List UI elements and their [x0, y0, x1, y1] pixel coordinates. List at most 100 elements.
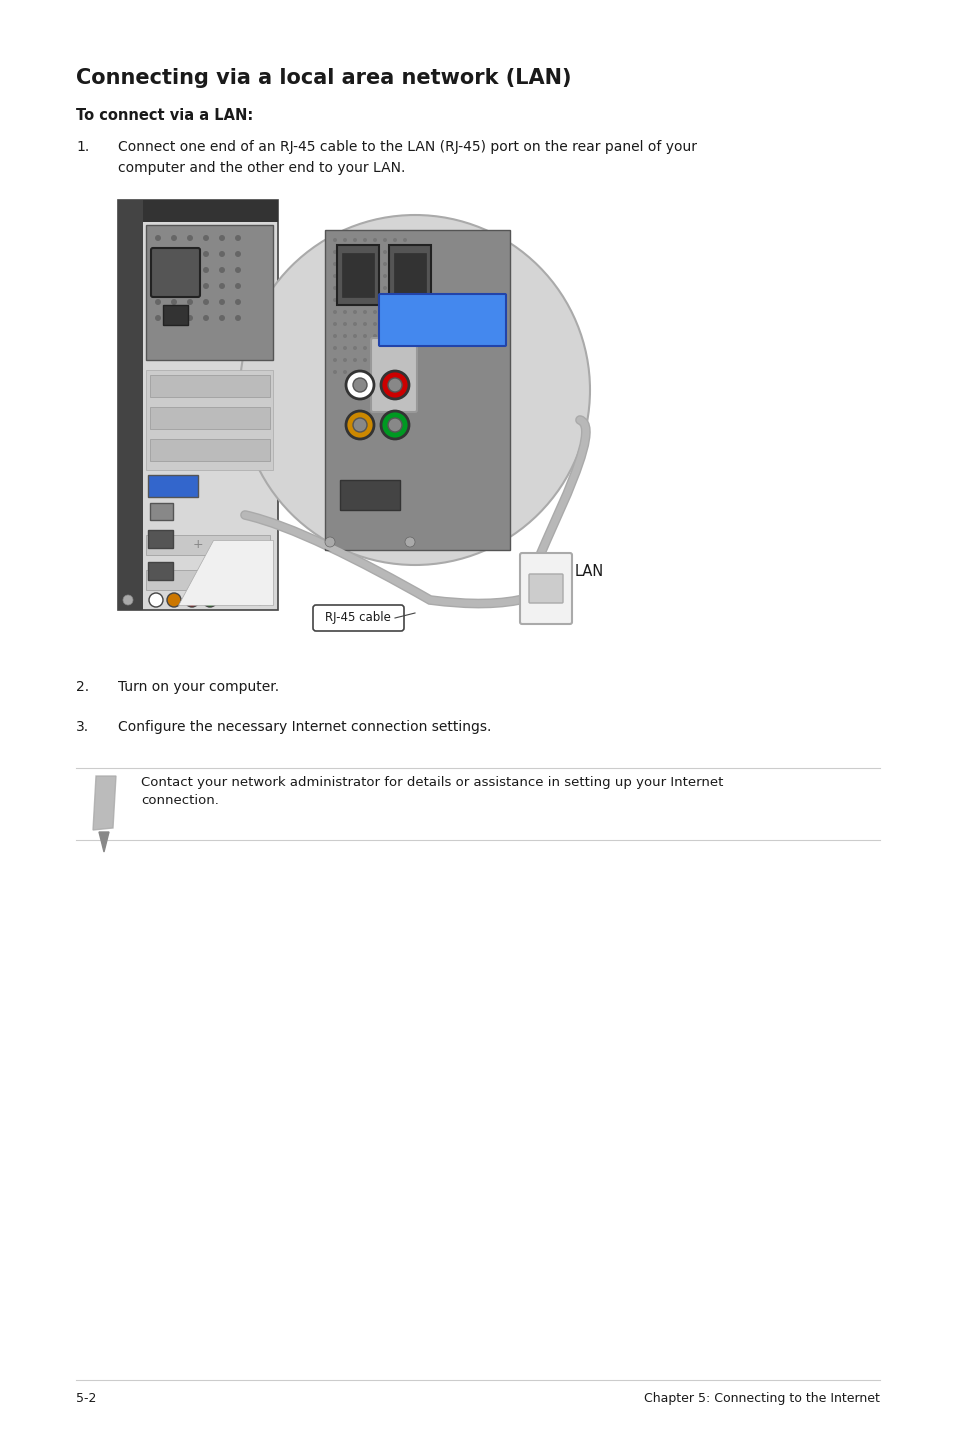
Circle shape: [402, 322, 407, 326]
Circle shape: [353, 298, 356, 302]
Circle shape: [382, 347, 387, 349]
Circle shape: [382, 286, 387, 290]
FancyBboxPatch shape: [529, 574, 562, 603]
Circle shape: [219, 267, 225, 273]
Circle shape: [402, 275, 407, 278]
Circle shape: [203, 252, 209, 257]
Circle shape: [382, 250, 387, 255]
Circle shape: [343, 286, 347, 290]
FancyBboxPatch shape: [325, 230, 510, 549]
Circle shape: [363, 262, 367, 266]
Circle shape: [185, 592, 199, 607]
Circle shape: [154, 283, 161, 289]
Text: Connect one end of an RJ-45 cable to the LAN (RJ-45) port on the rear panel of y: Connect one end of an RJ-45 cable to the…: [118, 139, 697, 174]
FancyBboxPatch shape: [339, 480, 399, 510]
Circle shape: [363, 298, 367, 302]
Circle shape: [402, 358, 407, 362]
Circle shape: [402, 262, 407, 266]
Circle shape: [363, 275, 367, 278]
FancyBboxPatch shape: [371, 338, 416, 413]
Circle shape: [333, 262, 336, 266]
Circle shape: [353, 275, 356, 278]
FancyBboxPatch shape: [118, 200, 277, 610]
Circle shape: [382, 298, 387, 302]
Circle shape: [402, 298, 407, 302]
Circle shape: [405, 536, 415, 546]
Circle shape: [373, 370, 376, 374]
Circle shape: [393, 334, 396, 338]
Circle shape: [363, 250, 367, 255]
FancyBboxPatch shape: [150, 407, 270, 429]
Circle shape: [343, 322, 347, 326]
Text: 5-2: 5-2: [76, 1392, 96, 1405]
Circle shape: [343, 358, 347, 362]
Circle shape: [154, 299, 161, 305]
Circle shape: [393, 275, 396, 278]
Circle shape: [382, 334, 387, 338]
Circle shape: [402, 286, 407, 290]
Circle shape: [380, 371, 409, 398]
Circle shape: [219, 299, 225, 305]
Circle shape: [325, 536, 335, 546]
Circle shape: [123, 595, 132, 605]
Circle shape: [219, 234, 225, 242]
Circle shape: [343, 347, 347, 349]
Circle shape: [234, 267, 241, 273]
Circle shape: [363, 347, 367, 349]
Circle shape: [353, 370, 356, 374]
Circle shape: [234, 315, 241, 321]
Circle shape: [393, 370, 396, 374]
Circle shape: [353, 250, 356, 255]
Text: +: +: [193, 574, 203, 587]
Circle shape: [171, 315, 177, 321]
FancyBboxPatch shape: [394, 253, 426, 298]
Circle shape: [363, 334, 367, 338]
Circle shape: [333, 286, 336, 290]
Circle shape: [353, 239, 356, 242]
Circle shape: [254, 595, 265, 605]
Circle shape: [187, 283, 193, 289]
FancyBboxPatch shape: [150, 439, 270, 462]
Circle shape: [353, 358, 356, 362]
Circle shape: [187, 299, 193, 305]
Circle shape: [333, 239, 336, 242]
Circle shape: [203, 299, 209, 305]
Circle shape: [373, 250, 376, 255]
Text: Contact your network administrator for details or assistance in setting up your : Contact your network administrator for d…: [141, 777, 722, 808]
Circle shape: [388, 378, 401, 393]
Circle shape: [333, 347, 336, 349]
Circle shape: [333, 311, 336, 313]
Circle shape: [373, 275, 376, 278]
Circle shape: [393, 347, 396, 349]
FancyBboxPatch shape: [150, 503, 172, 521]
FancyBboxPatch shape: [146, 535, 270, 555]
Circle shape: [203, 283, 209, 289]
Circle shape: [388, 418, 401, 431]
Circle shape: [373, 322, 376, 326]
Circle shape: [333, 275, 336, 278]
Polygon shape: [178, 541, 273, 605]
Text: Connecting via a local area network (LAN): Connecting via a local area network (LAN…: [76, 68, 571, 88]
Circle shape: [154, 252, 161, 257]
FancyBboxPatch shape: [341, 253, 374, 298]
Circle shape: [333, 370, 336, 374]
Circle shape: [346, 371, 374, 398]
Circle shape: [402, 250, 407, 255]
FancyBboxPatch shape: [148, 475, 198, 498]
Circle shape: [393, 250, 396, 255]
Circle shape: [343, 275, 347, 278]
Circle shape: [353, 347, 356, 349]
Circle shape: [353, 418, 367, 431]
Circle shape: [373, 239, 376, 242]
FancyBboxPatch shape: [389, 244, 431, 305]
FancyBboxPatch shape: [118, 200, 143, 610]
Circle shape: [393, 358, 396, 362]
Circle shape: [353, 334, 356, 338]
Circle shape: [373, 358, 376, 362]
Circle shape: [343, 250, 347, 255]
Circle shape: [382, 239, 387, 242]
Circle shape: [154, 315, 161, 321]
Text: 3.: 3.: [76, 720, 89, 733]
Circle shape: [402, 347, 407, 349]
Text: Chapter 5: Connecting to the Internet: Chapter 5: Connecting to the Internet: [643, 1392, 879, 1405]
